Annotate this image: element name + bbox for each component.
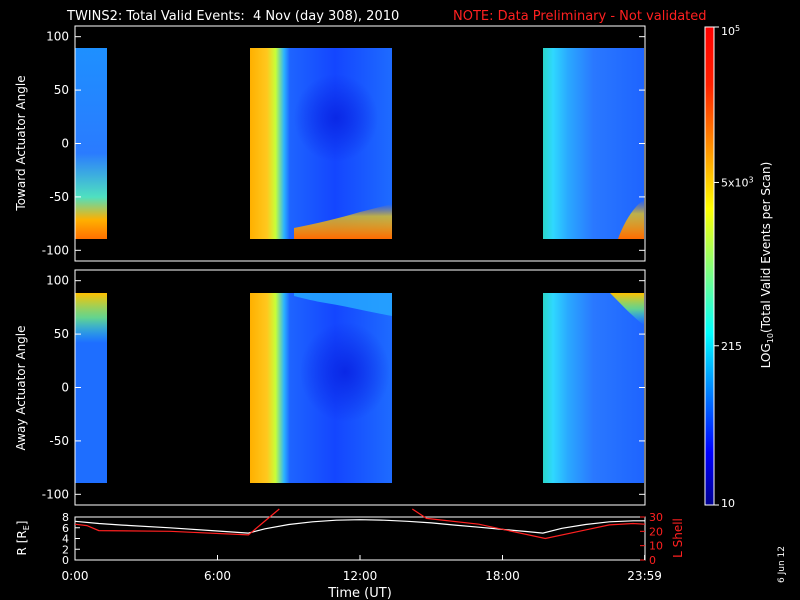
preliminary-note: NOTE: Data Preliminary - Not validated xyxy=(453,9,707,24)
time-tick-label: 23:59 xyxy=(627,569,662,583)
ephemeris-panel-frame xyxy=(74,516,646,561)
time-axis: 0:00 6:00 12:00 18:00 23:59 xyxy=(62,555,662,583)
y-tick-label: -100 xyxy=(42,487,69,501)
r-tick-label: 2 xyxy=(62,543,69,556)
away-segment-3-top-band xyxy=(610,293,644,325)
time-tick-label: 0:00 xyxy=(62,569,89,583)
toward-panel: 100 50 0 -50 -100 Toward Actuator Angle xyxy=(14,25,646,262)
toward-segment-2-depletion xyxy=(294,74,378,162)
l-shell-tick-label: 0 xyxy=(649,554,656,567)
l-shell-axis-label: L Shell xyxy=(671,518,685,558)
r-tick-label: 4 xyxy=(62,533,69,546)
away-panel: 100 50 0 -50 -100 Away Actuator Angle xyxy=(14,269,646,506)
r-tick-label: 0 xyxy=(62,554,69,567)
r-axis-label: R [RE] xyxy=(15,521,31,556)
y-tick-label: 0 xyxy=(61,137,69,151)
y-tick-label: -50 xyxy=(49,434,69,448)
l-shell-tick-label: 20 xyxy=(649,525,663,538)
time-tick-label: 12:00 xyxy=(343,569,378,583)
away-segment-3 xyxy=(543,293,644,483)
toward-segment-3 xyxy=(543,48,644,239)
away-segment-1-top-band xyxy=(75,293,107,343)
l-shell-line-1 xyxy=(74,508,280,536)
colorbar-gradient xyxy=(704,26,715,506)
r-distance-line xyxy=(74,519,645,534)
toward-spectrogram xyxy=(75,48,644,239)
colorbar-tick-label: 215 xyxy=(721,340,742,353)
time-tick-label: 18:00 xyxy=(485,569,520,583)
colorbar-tick-label: 5x103 xyxy=(721,175,754,189)
colorbar-label: LOG10(Total Valid Events per Scan) xyxy=(759,162,775,369)
l-shell-line-2 xyxy=(411,508,646,540)
y-tick-label: -100 xyxy=(42,243,69,257)
colorbar-tick-label: 10 xyxy=(721,497,735,510)
l-shell-tick-label: 10 xyxy=(649,540,663,553)
colorbar: 105 5x103 215 10 LOG10(Total Valid Events p… xyxy=(704,24,775,510)
away-y-axis-label: Away Actuator Angle xyxy=(14,325,28,450)
ephemeris-lines xyxy=(74,508,646,540)
y-tick-label: 50 xyxy=(54,83,69,97)
y-tick-label: 100 xyxy=(46,30,69,44)
y-tick-label: 100 xyxy=(46,274,69,288)
away-y-axis: 100 50 0 -50 -100 xyxy=(42,274,645,501)
toward-y-axis-label: Toward Actuator Angle xyxy=(14,75,28,211)
r-tick-label: 8 xyxy=(62,511,69,524)
y-tick-label: 50 xyxy=(54,327,69,341)
toward-segment-3-warm-band xyxy=(618,200,644,239)
figure-title: TWINS2: Total Valid Events: 4 Nov (day 3… xyxy=(66,9,399,24)
y-tick-label: 0 xyxy=(61,381,69,395)
away-segment-2-depletion xyxy=(300,322,390,422)
away-segment-2-top-band xyxy=(294,293,392,316)
y-tick-label: -50 xyxy=(49,190,69,204)
colorbar-ticks: 105 5x103 215 10 xyxy=(714,24,754,510)
l-shell-tick-label: 30 xyxy=(649,511,663,524)
date-stamp: 6 Jun 12 xyxy=(777,546,787,583)
time-axis-label: Time (UT) xyxy=(327,586,392,600)
colorbar-tick-label: 105 xyxy=(721,24,740,38)
r-tick-label: 6 xyxy=(62,522,69,535)
toward-y-axis: 100 50 0 -50 -100 xyxy=(42,30,645,257)
toward-segment-2-warm-band xyxy=(294,204,392,239)
time-tick-label: 6:00 xyxy=(204,569,231,583)
away-spectrogram xyxy=(75,293,644,483)
